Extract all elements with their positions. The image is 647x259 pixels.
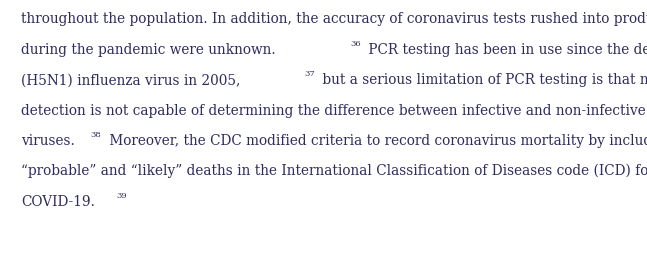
Text: 36: 36 [350, 40, 360, 48]
Text: during the pandemic were unknown.: during the pandemic were unknown. [21, 43, 276, 57]
Text: (H5N1) influenza virus in 2005,: (H5N1) influenza virus in 2005, [21, 73, 241, 87]
Text: detection is not capable of determining the difference between infective and non: detection is not capable of determining … [21, 104, 646, 118]
Text: COVID-19.: COVID-19. [21, 195, 95, 209]
Text: but a serious limitation of PCR testing is that nucleic acid: but a serious limitation of PCR testing … [318, 73, 647, 87]
Text: “probable” and “likely” deaths in the International Classification of Diseases c: “probable” and “likely” deaths in the In… [21, 164, 647, 178]
Text: 39: 39 [116, 192, 127, 200]
Text: 37: 37 [305, 70, 315, 78]
Text: 38: 38 [91, 131, 102, 139]
Text: viruses.: viruses. [21, 134, 75, 148]
Text: Moreover, the CDC modified criteria to record coronavirus mortality by including: Moreover, the CDC modified criteria to r… [105, 134, 647, 148]
Text: PCR testing has been in use since the detection of the A: PCR testing has been in use since the de… [364, 43, 647, 57]
Text: throughout the population. In addition, the accuracy of coronavirus tests rushed: throughout the population. In addition, … [21, 12, 647, 26]
